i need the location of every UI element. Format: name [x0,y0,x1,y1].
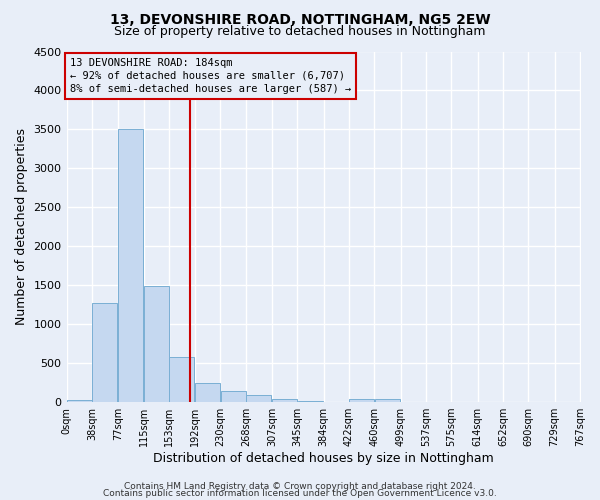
Text: 13 DEVONSHIRE ROAD: 184sqm
← 92% of detached houses are smaller (6,707)
8% of se: 13 DEVONSHIRE ROAD: 184sqm ← 92% of deta… [70,58,351,94]
Y-axis label: Number of detached properties: Number of detached properties [15,128,28,326]
Text: Contains public sector information licensed under the Open Government Licence v3: Contains public sector information licen… [103,490,497,498]
Bar [169,357,194,402]
Bar [246,396,271,402]
Bar [196,382,220,402]
X-axis label: Distribution of detached houses by size in Nottingham: Distribution of detached houses by size … [153,452,494,465]
Bar [92,303,117,402]
Bar [118,130,143,402]
Bar [67,400,92,402]
Text: Contains HM Land Registry data © Crown copyright and database right 2024.: Contains HM Land Registry data © Crown c… [124,482,476,491]
Bar [144,286,169,402]
Bar [375,398,400,402]
Bar [272,399,297,402]
Bar [349,399,374,402]
Text: Size of property relative to detached houses in Nottingham: Size of property relative to detached ho… [114,25,486,38]
Text: 13, DEVONSHIRE ROAD, NOTTINGHAM, NG5 2EW: 13, DEVONSHIRE ROAD, NOTTINGHAM, NG5 2EW [110,12,490,26]
Bar [221,391,245,402]
